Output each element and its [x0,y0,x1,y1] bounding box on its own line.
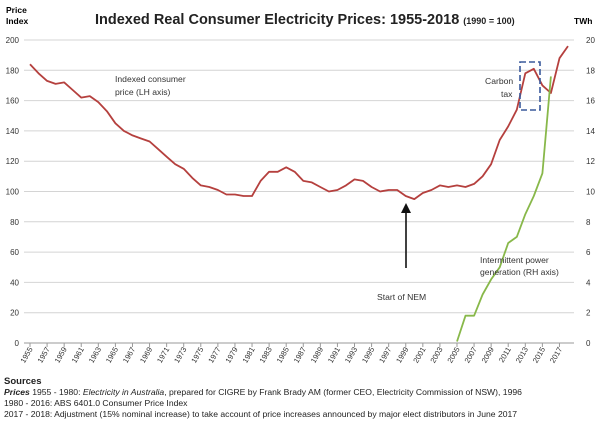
x-tick-label: 1959 [53,346,69,365]
right-tick-label: 18 [586,66,595,75]
left-tick-label: 0 [15,339,20,348]
right-tick-label: 0 [586,339,591,348]
x-tick-label: 2005 [445,346,461,365]
right-tick-label: 10 [586,188,595,197]
prices-suffix: , prepared for CIGRE by Frank Brady AM (… [164,387,522,397]
x-tick-label: 1991 [326,346,342,365]
intermittent-generation-series-line [456,76,552,342]
carbon-tax-label-line2: tax [501,89,513,99]
x-tick-label: 1955 [18,346,34,365]
x-tick-label: 1995 [360,346,376,365]
carbon-tax-label-line1: Carbon [485,76,513,86]
prices-book-title: Electricity in Australia [82,387,165,397]
chart: Indexed Real Consumer Electricity Prices… [6,5,596,365]
left-tick-label: 40 [10,278,19,287]
left-tick-label: 160 [6,97,20,106]
x-tick-label: 2003 [428,346,444,365]
price-index-series-line [29,45,569,201]
sources-line-prices: Prices 1955 - 1980: Electricity in Austr… [4,387,600,398]
price-label-line2: price (LH axis) [115,87,171,97]
x-tick-label: 1993 [343,346,359,365]
x-tick-label: 2015 [531,346,547,365]
x-tick-label: 2009 [480,346,496,365]
prices-label: Prices [4,387,30,397]
intermittent-label-line2: generation (RH axis) [480,267,559,277]
x-tick-label: 2017 [548,346,564,365]
price-label-line1: Indexed consumer [115,74,186,84]
right-tick-label: 16 [586,97,595,106]
series-layer [29,45,569,342]
nem-label: Start of NEM [377,292,426,302]
x-tick-label: 1999 [394,346,410,365]
x-tick-label: 2013 [514,346,530,365]
x-tick-label: 1965 [104,346,120,365]
left-tick-label: 140 [6,127,20,136]
right-axis-label: TWh [574,16,592,26]
left-axis-label-line2: Index [6,16,28,26]
right-tick-label: 4 [586,278,591,287]
nem-arrow-head [401,203,411,213]
left-tick-label: 100 [6,188,20,197]
chart-title-main: Indexed Real Consumer Electricity Prices… [95,12,459,28]
x-tick-label: 1957 [36,346,52,365]
x-tick-label: 2011 [497,346,513,365]
left-tick-label: 120 [6,157,20,166]
x-tick-label: 1989 [309,346,325,365]
x-tick-label: 2007 [463,346,479,365]
chart-title-note: (1990 = 100) [463,16,514,26]
x-tick-label: 2001 [411,346,427,365]
x-tick-label: 1981 [241,346,257,365]
carbon-tax-box [519,61,541,111]
x-tick-label: 1969 [138,346,154,365]
right-axis-ticks: 0 2 4 6 8 10 12 14 16 18 20 [586,36,595,348]
x-tick-label: 1985 [275,346,291,365]
prices-prefix: 1955 - 1980: [29,387,83,397]
left-axis-ticks: 0 20 40 60 80 100 120 140 160 180 200 [6,36,20,348]
left-tick-label: 20 [10,309,19,318]
right-tick-label: 14 [586,127,595,136]
left-axis-label-line1: Price [6,5,27,15]
right-tick-label: 12 [586,157,595,166]
sources-block: Sources Prices 1955 - 1980: Electricity … [4,376,600,420]
right-tick-label: 2 [586,309,591,318]
x-tick-label: 1975 [189,346,205,365]
x-tick-label: 1961 [70,346,86,365]
x-tick-label: 1973 [172,346,188,365]
x-tick-label: 1963 [87,346,103,365]
x-tick-label: 1997 [377,346,393,365]
right-tick-label: 6 [586,248,591,257]
sources-line-abs: 1980 - 2016: ABS 6401.0 Consumer Price I… [4,398,188,408]
left-tick-label: 80 [10,218,19,227]
x-tick-label: 1977 [206,346,222,365]
sources-line-adjustment: 2017 - 2018: Adjustment (15% nominal inc… [4,409,518,419]
x-tick-label: 1987 [292,346,308,365]
left-tick-label: 60 [10,248,19,257]
sources-title: Sources [4,376,42,387]
right-tick-label: 20 [586,36,595,45]
x-tick-label: 1979 [223,346,239,365]
intermittent-label-line1: Intermittent power [480,255,549,265]
left-tick-label: 200 [6,36,20,45]
x-tick-label: 1971 [155,346,171,365]
x-tick-label: 1983 [258,346,274,365]
right-tick-label: 8 [586,218,591,227]
x-tick-label: 1967 [121,346,137,365]
chart-title: Indexed Real Consumer Electricity Prices… [95,12,515,28]
x-axis-ticks: 1955 1957 1959 1961 1963 1965 1967 1969 1971 1973… [18,343,564,365]
left-tick-label: 180 [6,66,20,75]
gridlines [24,39,574,314]
